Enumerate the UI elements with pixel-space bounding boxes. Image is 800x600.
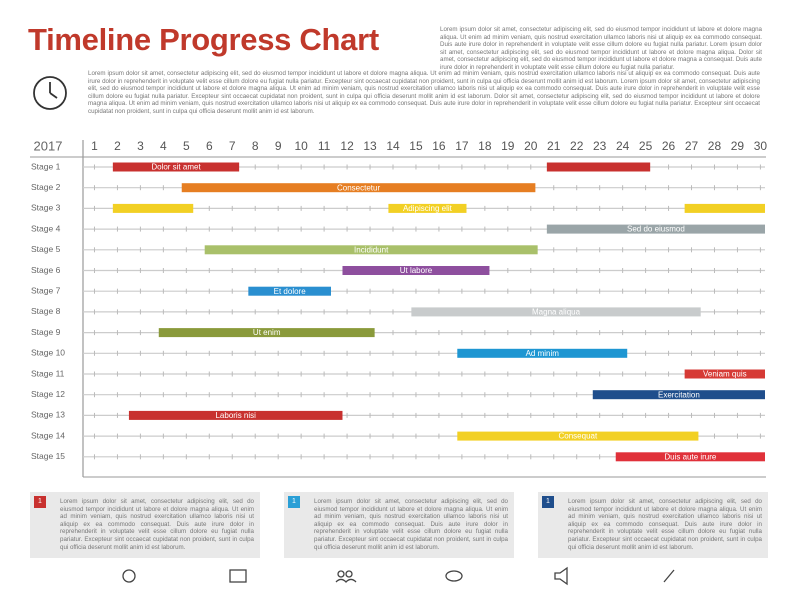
bar-label: Ut labore (400, 266, 433, 275)
x-tick-label: 25 (639, 139, 653, 153)
row-label: Stage 8 (31, 306, 61, 316)
x-tick-label: 21 (547, 139, 561, 153)
x-tick-label: 9 (275, 139, 282, 153)
bar-label: Magna aliqua (532, 308, 581, 317)
bar-label: Laboris nisi (215, 411, 256, 420)
bar-label: Veniam quis (703, 370, 747, 379)
bar (592, 390, 765, 400)
x-tick-label: 7 (229, 139, 236, 153)
note-text: Lorem ipsum dolor sit amet, consectetur … (568, 498, 762, 551)
row-label: Stage 2 (31, 182, 61, 192)
bar-label: Adipiscing elit (403, 204, 453, 213)
bar (128, 410, 343, 420)
bar (684, 369, 765, 379)
bar-label: Et dolore (274, 287, 307, 296)
clock-icon (33, 76, 67, 110)
bar (181, 183, 536, 193)
row-label: Stage 9 (31, 327, 61, 337)
note-number: 1 (542, 496, 554, 508)
x-tick-label: 1 (91, 139, 98, 153)
x-tick-label: 22 (570, 139, 584, 153)
header-text: Lorem ipsum dolor sit amet, consectetur … (440, 26, 762, 71)
x-tick-label: 19 (501, 139, 515, 153)
x-tick-label: 28 (708, 139, 722, 153)
icons (122, 566, 675, 586)
bar (342, 266, 490, 275)
row-label: Stage 6 (31, 265, 61, 275)
x-tick-label: 8 (252, 139, 259, 153)
row-label: Stage 10 (31, 348, 65, 358)
intro-text: Lorem ipsum dolor sit amet, consectetur … (88, 70, 760, 115)
bar (457, 348, 628, 358)
bar-label: Ut enim (253, 328, 281, 337)
row-label: Stage 3 (31, 203, 61, 213)
bar (112, 203, 194, 213)
bar-label: Ad minim (526, 349, 560, 358)
bar-label: Consectetur (337, 183, 380, 192)
note-box: 1 Lorem ipsum dolor sit amet, consectetu… (284, 492, 514, 558)
row-label: Stage 14 (31, 430, 65, 440)
row-label: Stage 1 (31, 161, 61, 171)
row-label: Stage 13 (31, 410, 65, 420)
note-text: Lorem ipsum dolor sit amet, consectetur … (60, 498, 254, 551)
bar (546, 224, 765, 234)
bar (158, 328, 375, 338)
x-tick-label: 15 (409, 139, 423, 153)
row-label: Stage 4 (31, 223, 61, 233)
x-tick-label: 4 (160, 139, 167, 153)
bar-label: Exercitation (658, 390, 700, 399)
bar (546, 162, 651, 172)
bar-label: Duis aute irure (664, 452, 717, 461)
x-tick-label: 27 (685, 139, 699, 153)
bar (248, 286, 331, 296)
title: Timeline Progress Chart (28, 22, 379, 57)
x-tick-label: 29 (731, 139, 745, 153)
bar-label: Dolor sit amet (151, 163, 201, 172)
x-tick-label: 14 (386, 139, 400, 153)
note-box: 1 Lorem ipsum dolor sit amet, consectetu… (538, 492, 768, 558)
x-tick-label: 3 (137, 139, 144, 153)
x-tick-label: 17 (455, 139, 469, 153)
note-number: 1 (288, 496, 300, 508)
row-label: Stage 15 (31, 451, 65, 461)
x-tick-label: 6 (206, 139, 213, 153)
bar (112, 162, 240, 172)
note-number: 1 (34, 496, 46, 508)
bar (204, 245, 538, 255)
bar (684, 203, 765, 213)
x-tick-label: 13 (363, 139, 377, 153)
bar (457, 431, 699, 441)
x-tick-label: 30 (754, 139, 768, 153)
x-tick-label: 10 (294, 139, 308, 153)
x-tick-label: 5 (183, 139, 190, 153)
row-label: Stage 12 (31, 389, 65, 399)
x-tick-label: 20 (524, 139, 538, 153)
x-tick-label: 12 (340, 139, 354, 153)
bar (411, 307, 701, 317)
bar-label: Sed do eiusmod (627, 225, 685, 234)
bar (388, 203, 467, 213)
row-label: Stage 5 (31, 244, 61, 254)
row-label: Stage 11 (31, 368, 65, 378)
x-tick-label: 2 (114, 139, 121, 153)
row-label: Stage 7 (31, 285, 61, 295)
x-tick-label: 11 (318, 139, 331, 153)
note-box: 1 Lorem ipsum dolor sit amet, consectetu… (30, 492, 260, 558)
note-text: Lorem ipsum dolor sit amet, consectetur … (314, 498, 508, 551)
bar-label: Consequat (559, 432, 598, 441)
year-label: 2017 (34, 138, 63, 153)
x-tick-label: 26 (662, 139, 676, 153)
x-tick-label: 18 (478, 139, 492, 153)
bar (615, 452, 765, 462)
x-tick-label: 16 (432, 139, 446, 153)
x-tick-label: 24 (616, 139, 630, 153)
bar-label: Incididunt (354, 245, 389, 254)
x-tick-label: 23 (593, 139, 607, 153)
